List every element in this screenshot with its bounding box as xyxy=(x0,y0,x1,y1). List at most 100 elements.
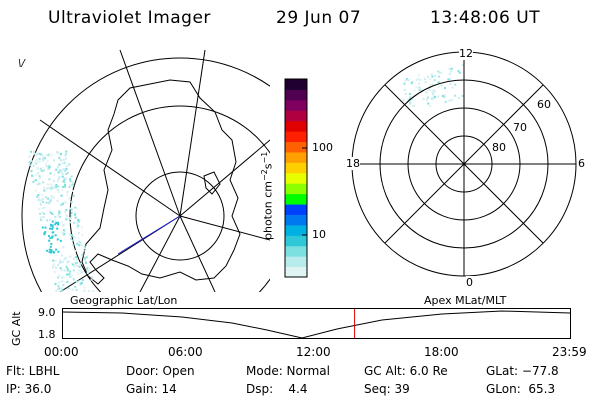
aurora-dot xyxy=(69,183,72,186)
aurora-dot xyxy=(46,183,49,186)
aurora-dot xyxy=(57,264,60,267)
colorbar-unit-label: photon cm−2s−1 xyxy=(260,151,275,240)
aurora-dot xyxy=(43,232,46,235)
aurora-dot xyxy=(39,212,42,215)
aurora-dot xyxy=(55,289,58,292)
aurora-dot xyxy=(69,221,72,224)
aurora-dot xyxy=(30,174,33,177)
aurora-dot xyxy=(66,171,69,174)
aurora-dot xyxy=(77,220,80,223)
aurora-dot xyxy=(65,153,68,156)
aurora-dot xyxy=(77,269,80,272)
aurora-dot xyxy=(48,186,51,189)
dsp-info: Dsp: 4.4 xyxy=(246,382,308,396)
glon-info: GLon: 65.3 xyxy=(486,382,556,396)
colorbar-band xyxy=(285,183,307,195)
aurora-dot xyxy=(53,271,56,274)
polar-aurora-dot xyxy=(437,70,440,73)
colorbar-band xyxy=(285,141,307,153)
aurora-dot xyxy=(60,194,63,197)
polar-aurora-dot xyxy=(418,82,421,85)
aurora-dot xyxy=(76,218,79,221)
aurora-dot xyxy=(46,160,49,163)
aurora-dot xyxy=(70,233,73,236)
aurora-dot xyxy=(78,218,81,221)
aurora-dot xyxy=(58,212,61,215)
colorbar-band xyxy=(285,79,307,90)
aurora-dot xyxy=(48,183,51,186)
aurora-dot xyxy=(62,186,65,189)
aurora-dot xyxy=(80,271,83,274)
aurora-dot xyxy=(59,239,62,242)
aurora-dot xyxy=(41,207,44,210)
polar-aurora-dot xyxy=(440,72,443,75)
polar-aurora-dot xyxy=(429,78,432,81)
polar-aurora-dot xyxy=(437,95,440,98)
timeline-y-top: 9.0 xyxy=(38,306,56,319)
time-label: 13:48:06 UT xyxy=(430,8,541,28)
aurora-dot xyxy=(76,226,79,229)
colorbar-band xyxy=(285,162,307,174)
colorbar xyxy=(284,78,308,278)
aurora-dot xyxy=(57,285,60,288)
mode-info: Mode: Normal xyxy=(246,364,330,378)
aurora-dot xyxy=(44,162,47,165)
aurora-dot xyxy=(42,216,45,219)
aurora-dot xyxy=(74,265,77,268)
polar-aurora-dot xyxy=(409,97,412,100)
aurora-dot xyxy=(80,226,83,229)
aurora-dot xyxy=(51,186,54,189)
aurora-dot xyxy=(48,163,51,166)
aurora-dot xyxy=(70,274,73,277)
aurora-dot xyxy=(51,154,54,157)
aurora-dot xyxy=(72,194,75,197)
aurora-dot xyxy=(79,282,82,285)
aurora-dot xyxy=(54,234,57,237)
polar-aurora-dot xyxy=(437,75,440,78)
polar-aurora-dot xyxy=(404,92,407,95)
colorbar-tick-100: 100 xyxy=(312,141,333,154)
aurora-dot xyxy=(80,244,83,247)
polar-aurora-dot xyxy=(418,74,421,77)
polar-aurora-dot xyxy=(418,78,421,81)
aurora-dot xyxy=(87,269,90,272)
aurora-dot xyxy=(53,251,56,254)
polar-aurora-dot xyxy=(428,104,431,107)
aurora-dot xyxy=(75,256,78,259)
x-tick-0000: 00:00 xyxy=(44,345,79,359)
aurora-dot xyxy=(61,224,64,227)
polar-aurora-dot xyxy=(448,73,451,76)
aurora-dot xyxy=(72,263,75,266)
aurora-dot xyxy=(76,222,79,225)
aurora-dot xyxy=(71,209,74,212)
aurora-dot xyxy=(30,159,33,162)
aurora-dot xyxy=(44,226,47,229)
aurora-dot xyxy=(58,176,61,179)
aurora-dot xyxy=(70,184,73,187)
aurora-dot xyxy=(58,287,61,290)
polar-aurora-dot xyxy=(434,90,437,93)
aurora-dot xyxy=(65,265,68,268)
aurora-dot xyxy=(73,236,76,239)
aurora-dot xyxy=(35,153,38,156)
aurora-dot xyxy=(64,201,67,204)
aurora-dot xyxy=(79,269,82,272)
aurora-dot xyxy=(61,287,64,290)
aurora-dot xyxy=(67,260,70,263)
colorbar-band xyxy=(285,151,307,163)
aurora-dot xyxy=(51,235,54,238)
polar-aurora-dot xyxy=(430,73,433,76)
aurora-dot xyxy=(48,201,51,204)
aurora-dot xyxy=(77,264,80,267)
polar-aurora-dot xyxy=(410,82,413,85)
altitude-curve xyxy=(62,310,571,339)
aurora-dot xyxy=(49,237,52,240)
aurora-dot xyxy=(37,208,40,211)
gc-alt-info: GC Alt: 6.0 Re xyxy=(364,364,448,378)
polar-label-12: 12 xyxy=(459,47,473,60)
polar-aurora-dot xyxy=(454,83,457,86)
aurora-dot xyxy=(72,190,75,193)
aurora-dot xyxy=(57,276,60,279)
aurora-dot xyxy=(43,157,46,160)
aurora-dot xyxy=(50,249,53,252)
